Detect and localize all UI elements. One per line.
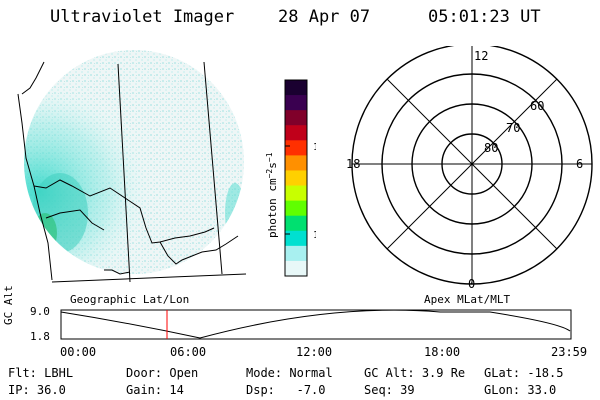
time-tick-0600: 06:00 [170,345,207,359]
door-field: Door: Open [126,366,199,380]
altitude-curve [60,309,571,339]
colorbar-block [285,230,307,247]
polar-label-6: 6 [576,157,583,171]
colorbar-block [285,170,307,187]
colorbar-block [285,155,307,171]
auroral-image [17,50,247,283]
polar-label-12: 12 [474,49,488,63]
colorbar-block [285,200,307,217]
geographic-label: Geographic Lat/Lon [70,293,190,306]
polar-grid: 12 0 18 6 60 70 80 [346,46,593,290]
colorbar-block [285,80,307,96]
polar-label-18: 18 [346,157,360,171]
colorbar-block [285,140,307,156]
colorbar-tick-10: 10 [313,230,316,241]
time-tick-0000: 00:00 [60,345,97,359]
colorbar-block [285,185,307,202]
colorbar: 100 10 photon cm−2s−1 [265,79,316,277]
time-label: 05:01:23 UT [428,7,541,27]
seq-field: Seq: 39 [364,383,415,397]
glon-field: GLon: 33.0 [484,383,557,397]
polar-ring-label-70: 70 [506,121,520,135]
polar-label-0: 0 [468,277,475,290]
gain-field: Gain: 14 [126,383,184,397]
apex-label: Apex MLat/MLT [424,293,511,306]
gcalt-field: GC Alt: 3.9 Re [364,366,466,380]
colorbar-gradient [285,80,307,277]
altitude-ytick-max: 9.0 [30,305,50,318]
time-tick-1200: 12:00 [296,345,333,359]
instrument-title: Ultraviolet Imager [50,7,235,27]
colorbar-block [285,110,307,126]
polar-ring-label-60: 60 [530,99,544,113]
altitude-plot-frame [60,309,572,340]
date-label: 28 Apr 07 [278,7,371,27]
colorbar-block [285,125,307,141]
colorbar-block [285,260,307,277]
colorbar-unit-label: photon cm−2s−1 [265,152,279,238]
colorbar-block [285,215,307,232]
time-tick-2359: 23:59 [551,345,588,359]
mode-field: Mode: Normal [246,366,333,380]
colorbar-block [285,95,307,111]
colorbar-block [285,245,307,262]
flt-field: Flt: LBHL [8,366,74,380]
glat-field: GLat: -18.5 [484,366,564,380]
time-tick-1800: 18:00 [424,345,461,359]
ip-field: IP: 36.0 [8,383,66,397]
altitude-ylabel: GC Alt [2,285,15,325]
polar-ring-label-80: 80 [484,141,498,155]
colorbar-tick-100: 100 [313,142,316,153]
altitude-plot [60,309,572,340]
dsp-field: Dsp: -7.0 [246,383,326,397]
map-overlay-lines [17,61,247,283]
altitude-ytick-min: 1.8 [30,330,50,343]
